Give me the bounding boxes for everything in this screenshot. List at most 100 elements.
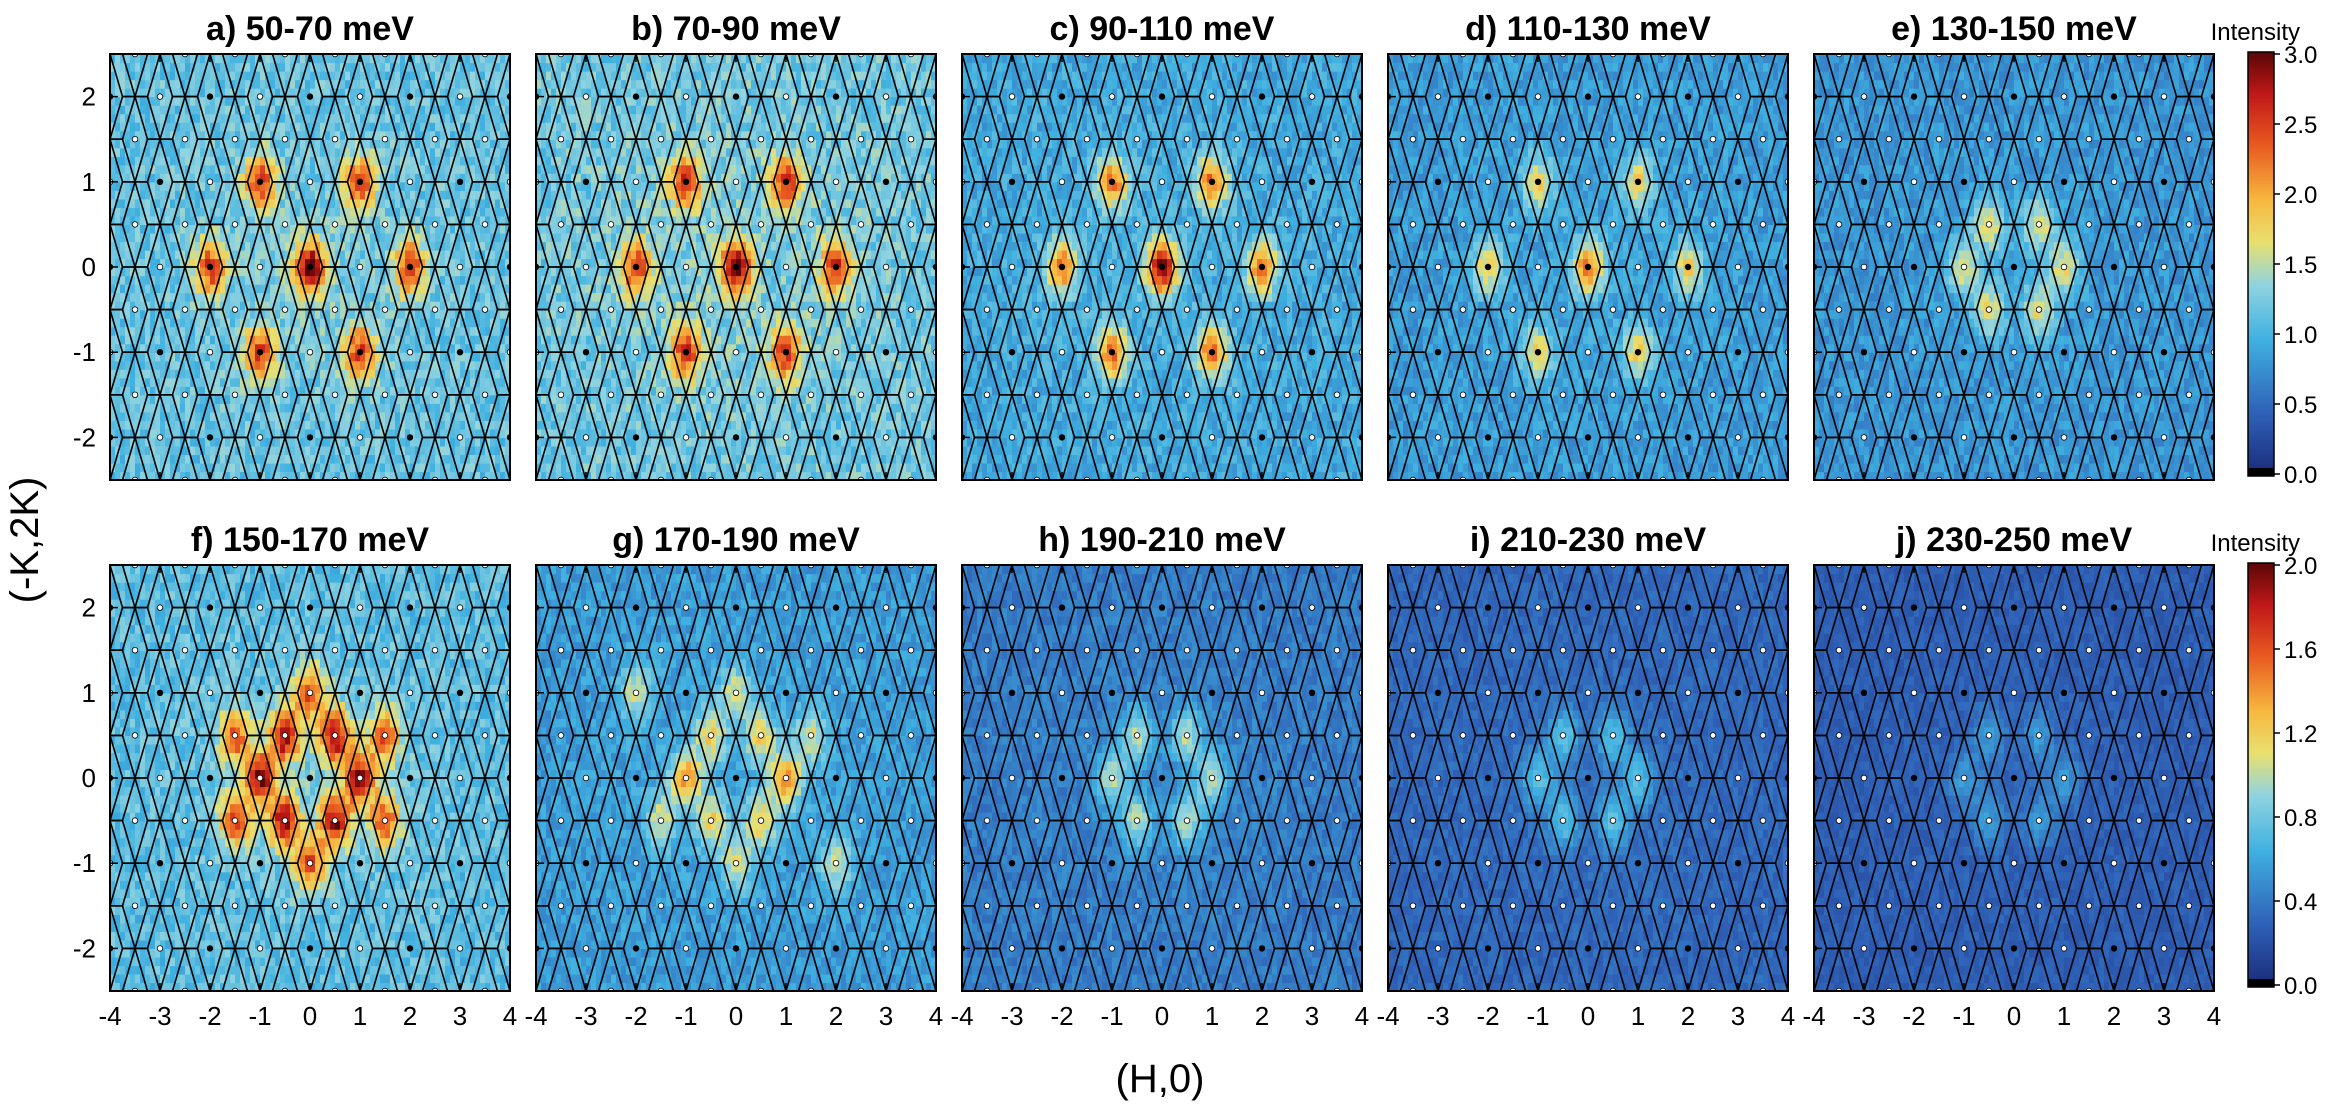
- zone-boundary: [1387, 480, 1437, 565]
- zone-boundary: [1813, 480, 1863, 565]
- zone-center-point: [507, 1031, 513, 1037]
- zone-center-point: [1033, 391, 1041, 398]
- zone-center-point: [1759, 732, 1767, 739]
- zone-center-point: [207, 1031, 213, 1037]
- zone-center-point: [1835, 817, 1843, 824]
- zone-center-point: [1233, 647, 1241, 654]
- bragg-point: [1761, 1030, 1767, 1036]
- zone-center-point: [2010, 860, 2018, 867]
- x-tick-label: 1: [353, 1001, 367, 1031]
- zone-center-point: [2085, 732, 2093, 739]
- colorbar-tick-label: 1.6: [2284, 637, 2317, 664]
- bragg-point: [256, 178, 264, 185]
- zone-center-point: [833, 1031, 839, 1037]
- zone-center-point: [431, 817, 439, 824]
- zone-center-point: [807, 391, 815, 398]
- x-tick-label: 1: [1205, 1001, 1219, 1031]
- zone-center-point: [1835, 221, 1843, 228]
- zone-boundary: [146, 54, 174, 55]
- y-tick-label: -2: [73, 933, 96, 963]
- zone-boundary: [1687, 54, 1739, 98]
- zone-boundary: [2150, 479, 2178, 480]
- zone-boundary: [2150, 565, 2178, 566]
- zone-center-point: [1785, 9, 1791, 15]
- zone-center-point: [481, 732, 489, 739]
- zone-boundary: [146, 479, 174, 480]
- bragg-point: [883, 1030, 889, 1036]
- bragg-point: [206, 774, 214, 782]
- zone-center-point: [1208, 434, 1216, 441]
- zone-center-point: [682, 945, 690, 952]
- zone-center-point: [757, 647, 765, 654]
- bragg-point: [1910, 945, 1918, 952]
- zone-center-point: [1409, 902, 1417, 909]
- zone-boundary: [259, 565, 311, 609]
- zone-boundary: [922, 54, 936, 55]
- zone-center-point: [356, 93, 364, 100]
- bragg-point: [1108, 689, 1116, 696]
- zone-center-point: [306, 178, 314, 185]
- zone-center-point: [1434, 263, 1442, 271]
- zone-center-point: [1835, 902, 1843, 909]
- zone-boundary: [922, 479, 936, 480]
- zone-center-point: [1709, 902, 1717, 909]
- zone-center-point: [1283, 817, 1291, 824]
- zone-center-point: [707, 817, 715, 824]
- zone-center-point: [1333, 306, 1341, 313]
- bragg-point: [2110, 604, 2118, 611]
- zone-center-point: [1960, 945, 1968, 952]
- zone-center-point: [1534, 263, 1542, 271]
- brillouin-zone-grid: [1388, 480, 1863, 991]
- zone-center-point: [1584, 689, 1592, 696]
- bragg-point: [1208, 349, 1216, 356]
- zone-center-point: [1860, 774, 1868, 782]
- bragg-point: [882, 689, 890, 696]
- zone-boundary: [309, 565, 361, 609]
- bragg-point: [682, 860, 690, 867]
- zone-boundary: [2214, 0, 2264, 11]
- zone-center-point: [57, 946, 63, 952]
- zone-center-point: [431, 306, 439, 313]
- zone-center-point: [1559, 135, 1567, 143]
- colorbar-gradient: [2247, 51, 2275, 477]
- bragg-point: [682, 689, 690, 696]
- zone-center-point: [2286, 307, 2292, 313]
- zone-center-point: [1183, 817, 1191, 824]
- zone-center-point: [1409, 391, 1417, 398]
- bragg-point: [157, 519, 163, 525]
- zone-center-point: [959, 520, 965, 526]
- bragg-point: [1635, 1030, 1641, 1036]
- bragg-point: [1534, 178, 1542, 185]
- panel-title: e) 130-150 meV: [1891, 10, 2137, 48]
- zone-center-point: [2060, 945, 2068, 952]
- zone-boundary: [1298, 565, 1326, 566]
- zone-center-point: [1835, 732, 1843, 739]
- zone-center-point: [1434, 604, 1442, 611]
- zone-boundary: [535, 0, 585, 54]
- zone-center-point: [356, 604, 364, 611]
- zone-center-point: [1509, 817, 1517, 824]
- bragg-point: [1534, 689, 1542, 696]
- bragg-point: [632, 93, 640, 100]
- zone-center-point: [2135, 902, 2143, 909]
- zone-center-point: [1509, 306, 1517, 313]
- colorbar-tick-label: 1.0: [2284, 322, 2317, 349]
- colorbar-tick-label: 2.5: [2284, 112, 2317, 139]
- zone-center-point: [131, 306, 139, 313]
- zone-boundary: [1348, 479, 1362, 480]
- zone-center-point: [2236, 477, 2242, 483]
- zone-boundary: [1388, 565, 1439, 609]
- y-tick-label: 1: [82, 678, 96, 708]
- zone-center-point: [1333, 902, 1341, 909]
- x-tick-label: -3: [1000, 1001, 1023, 1031]
- zone-center-point: [2211, 9, 2217, 15]
- zone-center-point: [983, 391, 991, 398]
- zone-center-point: [456, 604, 464, 611]
- zone-center-point: [57, 264, 63, 270]
- zone-center-point: [1534, 945, 1542, 952]
- x-tick-label: -4: [98, 1001, 121, 1031]
- zone-center-point: [983, 135, 991, 143]
- zone-center-point: [1333, 817, 1341, 824]
- zone-center-point: [782, 434, 790, 441]
- zone-boundary: [35, 54, 85, 139]
